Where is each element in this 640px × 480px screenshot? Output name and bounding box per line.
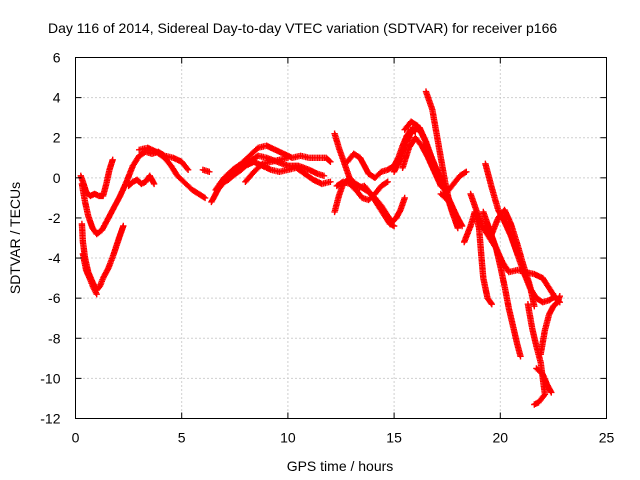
plus-markers [125, 172, 158, 190]
y-axis-title: SDTVAR / TECUs [7, 182, 23, 294]
plus-markers [333, 178, 391, 204]
series-arc-18 [399, 134, 470, 196]
plot-frame [75, 57, 607, 419]
y-tick-label: 6 [53, 50, 61, 66]
axis-ticks: 0 5 10 15 20 25 -12 -10 -8 -6 -4 -2 0 2 4 6 [40, 50, 614, 446]
y-tick-label: -6 [48, 290, 61, 306]
x-tick-label: 10 [280, 430, 296, 446]
x-axis-title: GPS time / hours [287, 458, 394, 474]
plus-markers [533, 365, 555, 396]
plus-markers [399, 134, 470, 196]
data-marks [77, 88, 563, 408]
y-tick-label: -4 [48, 250, 61, 266]
series-arc-25 [488, 206, 538, 310]
plus-markers [488, 206, 538, 310]
series-arc-28 [537, 293, 563, 358]
y-tick-label: 0 [53, 170, 61, 186]
plus-markers [199, 166, 213, 175]
series-arc-26 [524, 301, 549, 408]
plus-markers [537, 293, 563, 358]
plus-markers [480, 208, 524, 360]
x-tick-label: 0 [72, 430, 80, 446]
x-tick-label: 5 [178, 430, 186, 446]
series-arc-2 [78, 148, 192, 238]
series-arc-11 [242, 154, 292, 185]
y-tick-label: -12 [40, 411, 60, 427]
plus-markers [136, 144, 209, 202]
series-arc-10 [216, 158, 334, 188]
plus-markers [216, 158, 334, 188]
series-arc-21 [461, 208, 495, 308]
plus-markers [461, 208, 495, 308]
series-arc-6 [136, 144, 209, 202]
series-arc-19 [422, 88, 457, 220]
plus-markers [524, 301, 549, 408]
y-tick-label: -10 [40, 370, 60, 386]
series-arc-4 [79, 250, 100, 298]
series-arc-20 [437, 190, 451, 204]
y-tick-label: 2 [53, 130, 61, 146]
x-tick-label: 25 [599, 430, 615, 446]
y-tick-label: 4 [53, 90, 61, 106]
series-arc-14 [333, 178, 391, 204]
plus-markers [78, 148, 192, 238]
series-arc-5 [125, 172, 158, 190]
series-arc-27 [533, 365, 555, 396]
y-tick-label: -8 [48, 330, 61, 346]
plus-markers [79, 250, 100, 298]
x-tick-label: 15 [386, 430, 402, 446]
plus-markers [437, 190, 451, 204]
plus-markers [422, 88, 457, 220]
plus-markers [242, 154, 292, 185]
x-tick-label: 20 [493, 430, 509, 446]
series-arc-24 [480, 208, 524, 360]
chart-title: Day 116 of 2014, Sidereal Day-to-day VTE… [48, 20, 557, 36]
y-tick-label: -2 [48, 210, 61, 226]
series-arc-7 [199, 166, 213, 175]
grid [75, 57, 607, 419]
